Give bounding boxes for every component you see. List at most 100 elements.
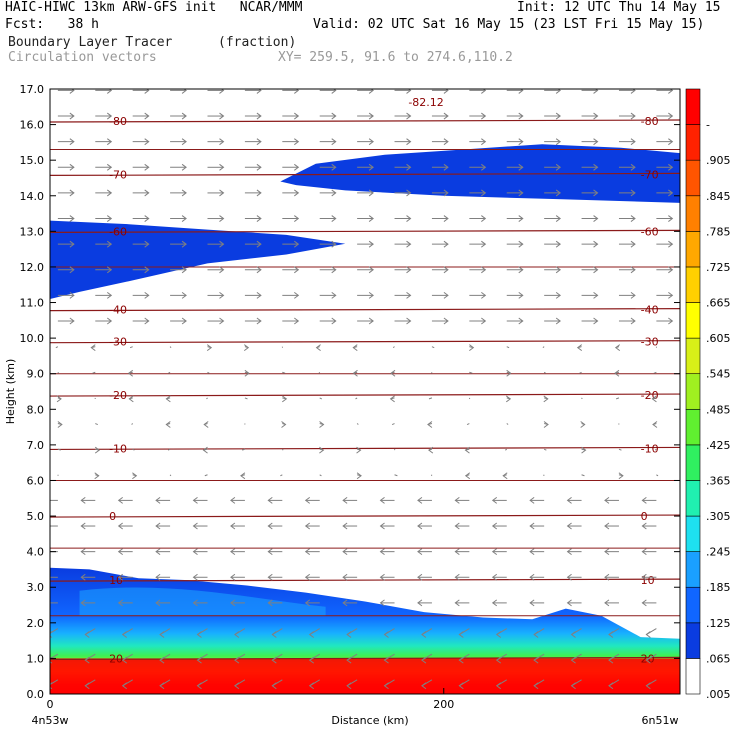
vector-head	[267, 573, 273, 581]
vector-head	[566, 548, 572, 556]
contour-label: 20	[109, 652, 123, 665]
vector-head	[243, 344, 250, 352]
vector-head	[271, 682, 277, 690]
circulation-vector	[132, 448, 135, 451]
vector-head	[651, 395, 657, 403]
vector-head	[454, 548, 460, 556]
vector-head	[630, 317, 636, 325]
vector-head	[346, 656, 352, 664]
vector-head	[304, 599, 311, 607]
vector-head	[117, 522, 123, 530]
vector-head	[144, 163, 150, 171]
circulation-vector	[169, 346, 172, 349]
vector-head	[230, 599, 236, 607]
vector-head	[181, 89, 187, 94]
colorbar-swatch	[685, 88, 701, 125]
circulation-vector	[50, 653, 59, 660]
vector-head	[219, 112, 225, 120]
y-tick-label: 17.0	[20, 83, 45, 96]
vector-head	[481, 112, 487, 120]
vector-head	[69, 112, 75, 120]
vector-head	[529, 497, 535, 504]
vector-head	[106, 163, 113, 171]
vector-head	[604, 522, 610, 530]
vector-head	[379, 573, 385, 581]
vector-head	[219, 89, 225, 94]
y-tick-label: 12.0	[20, 261, 45, 274]
vector-head	[641, 497, 647, 504]
vector-head	[203, 421, 209, 428]
circulation-vector	[542, 346, 545, 349]
vector-head	[304, 522, 311, 530]
vector-head	[331, 138, 337, 146]
vector-head	[505, 395, 512, 403]
vector-head	[144, 240, 150, 248]
circulation-vector	[129, 346, 133, 349]
vector-head	[80, 573, 86, 581]
x-end-label: 6n51w	[642, 714, 679, 727]
circulation-vector	[281, 448, 284, 451]
vector-head	[181, 266, 187, 274]
vector-head	[481, 89, 487, 94]
vector-head	[645, 682, 651, 690]
colorbar-label: .845	[706, 190, 731, 203]
vector-head	[267, 497, 273, 504]
contour-label: -30	[109, 336, 127, 349]
vector-head	[159, 656, 165, 664]
vector-head	[668, 189, 674, 197]
vector-head	[668, 89, 674, 94]
vector-head	[481, 240, 487, 248]
vector-head	[443, 189, 449, 197]
colorbar-label: .185	[706, 581, 731, 594]
vector-head	[481, 189, 487, 197]
colorbar-label: .245	[706, 546, 731, 559]
colorbar-swatch	[685, 658, 701, 695]
vector-head	[294, 189, 300, 197]
vector-head	[604, 497, 610, 504]
circulation-vector	[506, 346, 510, 349]
vector-head	[90, 344, 96, 352]
circulation-vector	[242, 448, 246, 451]
vector-head	[570, 682, 576, 690]
vector-head	[368, 138, 374, 146]
vector-head	[518, 89, 524, 94]
vector-head	[481, 215, 487, 222]
vector-head	[56, 395, 62, 403]
vector-head	[593, 240, 599, 248]
vector-head	[458, 631, 464, 638]
vector-head	[106, 292, 113, 299]
vector-head	[454, 599, 460, 607]
vector-head	[346, 682, 352, 690]
contour-label: -60	[641, 225, 659, 238]
vector-head	[458, 682, 464, 690]
y-axis-label: Height (km)	[4, 359, 17, 425]
vector-head	[230, 497, 236, 504]
vector-head	[84, 631, 90, 638]
y-tick-label: 9.0	[27, 368, 45, 381]
vector-head	[630, 138, 636, 146]
vector-head	[281, 395, 288, 403]
vector-head	[566, 522, 572, 530]
colorbar-swatch	[685, 231, 701, 268]
vector-head	[294, 317, 300, 325]
colorbar-swatch	[685, 159, 701, 197]
vector-head	[368, 292, 374, 299]
vector-head	[117, 548, 123, 556]
vector-head	[44, 497, 48, 503]
vector-head	[630, 266, 636, 274]
vector-head	[555, 266, 561, 274]
vector-head	[342, 497, 348, 504]
vector-head	[368, 189, 374, 197]
vector-head	[593, 138, 599, 146]
vector-head	[491, 522, 498, 530]
vector-head	[533, 656, 539, 664]
vector-head	[256, 189, 262, 197]
vector-head	[155, 522, 161, 530]
circulation-vector	[505, 448, 508, 451]
vector-head	[630, 89, 636, 94]
contour-label: -10	[641, 442, 659, 455]
vector-head	[406, 266, 412, 274]
vector-head	[518, 189, 524, 197]
vector-head	[159, 682, 165, 690]
vector-head	[155, 573, 161, 581]
